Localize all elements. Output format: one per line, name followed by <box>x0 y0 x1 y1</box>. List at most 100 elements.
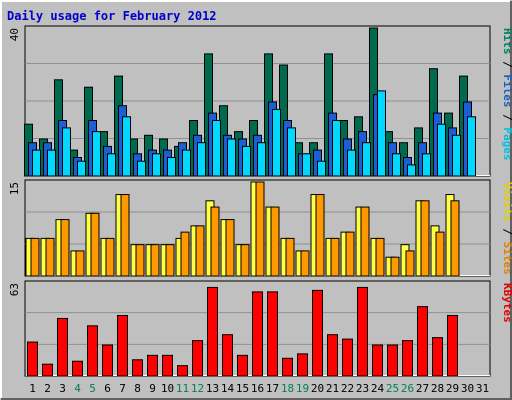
bar-kbytes-day-7 <box>117 314 128 377</box>
x-tick-label: 4 <box>74 382 81 395</box>
x-tick-label: 22 <box>341 382 354 395</box>
x-tick-label: 31 <box>476 382 489 395</box>
bar-pages-day-21 <box>332 120 341 177</box>
bar-pages-day-8 <box>137 160 146 177</box>
x-tick-label: 11 <box>176 382 189 395</box>
bar-kbytes-day-8 <box>132 359 143 377</box>
bar-sites-day-6 <box>105 237 115 277</box>
bar-kbytes-day-13 <box>207 286 218 377</box>
bar-sites-day-7 <box>120 194 130 277</box>
bar-pages-day-1 <box>32 149 41 177</box>
bar-kbytes-day-6 <box>102 344 113 377</box>
bar-pages-day-11 <box>182 149 191 177</box>
chart-title: Daily usage for February 2012 <box>7 9 217 23</box>
bar-sites-day-12 <box>195 225 205 277</box>
x-tick-label: 17 <box>266 382 279 395</box>
x-tick-label: 14 <box>221 382 235 395</box>
bar-pages-day-2 <box>47 149 56 177</box>
bar-kbytes-day-3 <box>57 317 68 377</box>
legend-item: Sites <box>501 242 512 275</box>
bar-sites-day-28 <box>435 231 445 277</box>
bar-kbytes-day-14 <box>222 334 233 377</box>
y-axis-max-label: 63 <box>8 283 21 296</box>
bar-sites-day-18 <box>285 237 295 277</box>
bar-pages-day-13 <box>212 120 221 177</box>
bar-kbytes-day-24 <box>372 344 383 377</box>
y-axis-max-label: 40 <box>8 28 21 41</box>
x-tick-label: 2 <box>44 382 51 395</box>
y-axis-max-label: 15 <box>8 182 21 195</box>
x-tick-label: 24 <box>371 382 385 395</box>
bar-kbytes-day-18 <box>282 357 293 377</box>
bar-kbytes-day-20 <box>312 289 323 377</box>
bar-pages-day-17 <box>272 108 281 177</box>
bar-sites-day-22 <box>345 231 355 277</box>
bar-pages-day-30 <box>467 116 476 177</box>
x-tick-label: 29 <box>446 382 459 395</box>
bar-sites-day-15 <box>240 244 250 277</box>
bar-pages-day-29 <box>452 134 461 177</box>
bar-kbytes-day-2 <box>42 363 53 377</box>
bar-sites-day-21 <box>330 237 340 277</box>
bar-kbytes-day-16 <box>252 291 263 377</box>
bar-sites-day-2 <box>45 237 55 277</box>
bar-pages-day-19 <box>302 153 311 177</box>
x-tick-label: 23 <box>356 382 369 395</box>
x-tick-label: 10 <box>161 382 174 395</box>
bar-pages-day-3 <box>62 127 71 177</box>
x-tick-label: 12 <box>191 382 204 395</box>
bar-pages-day-27 <box>422 153 431 177</box>
bar-kbytes-day-21 <box>327 334 338 377</box>
x-tick-label: 8 <box>134 382 141 395</box>
bar-sites-day-11 <box>180 231 190 277</box>
bar-pages-day-23 <box>362 142 371 177</box>
x-tick-label: 3 <box>59 382 66 395</box>
x-tick-label: 15 <box>236 382 249 395</box>
legend-item: / <box>501 222 512 242</box>
bar-kbytes-day-19 <box>297 353 308 377</box>
bar-kbytes-day-22 <box>342 338 353 377</box>
x-tick-label: 6 <box>104 382 111 395</box>
bar-sites-day-20 <box>315 194 325 277</box>
x-tick-label: 21 <box>326 382 339 395</box>
x-tick-label: 25 <box>386 382 399 395</box>
legend-item: Pages <box>501 127 512 160</box>
bar-kbytes-day-23 <box>357 286 368 377</box>
x-tick-label: 7 <box>119 382 126 395</box>
legend-item: KBytes <box>501 283 512 323</box>
bar-kbytes-day-26 <box>402 340 413 377</box>
bar-kbytes-day-29 <box>447 314 458 377</box>
bar-pages-day-4 <box>77 160 86 177</box>
bar-kbytes-day-27 <box>417 306 428 377</box>
bar-pages-day-12 <box>197 142 206 177</box>
bar-sites-day-16 <box>255 181 265 277</box>
bar-kbytes-day-4 <box>72 360 83 377</box>
bar-pages-day-14 <box>227 138 236 177</box>
bar-pages-day-15 <box>242 145 251 177</box>
panel-traffic: 40 Hits / Files / Pages <box>8 25 512 177</box>
x-tick-label: 19 <box>296 382 309 395</box>
bar-pages-day-26 <box>407 164 416 177</box>
bar-sites-day-29 <box>450 200 460 277</box>
bar-pages-day-20 <box>317 160 326 177</box>
bar-pages-day-5 <box>92 131 101 177</box>
bar-kbytes-day-15 <box>237 354 248 377</box>
bar-sites-day-26 <box>405 250 415 277</box>
x-tick-label: 13 <box>206 382 219 395</box>
bar-sites-day-10 <box>165 244 175 277</box>
bar-kbytes-day-17 <box>267 291 278 377</box>
bar-kbytes-day-10 <box>162 354 173 377</box>
bar-pages-day-6 <box>107 153 116 177</box>
panel-bars <box>24 27 476 177</box>
x-tick-label: 30 <box>461 382 474 395</box>
legend-item: Hits <box>501 28 512 55</box>
x-tick-label: 27 <box>416 382 429 395</box>
panel-legend: KBytes <box>501 283 512 323</box>
bar-sites-day-13 <box>210 206 220 277</box>
legend-item: / <box>501 108 512 128</box>
x-tick-label: 18 <box>281 382 294 395</box>
